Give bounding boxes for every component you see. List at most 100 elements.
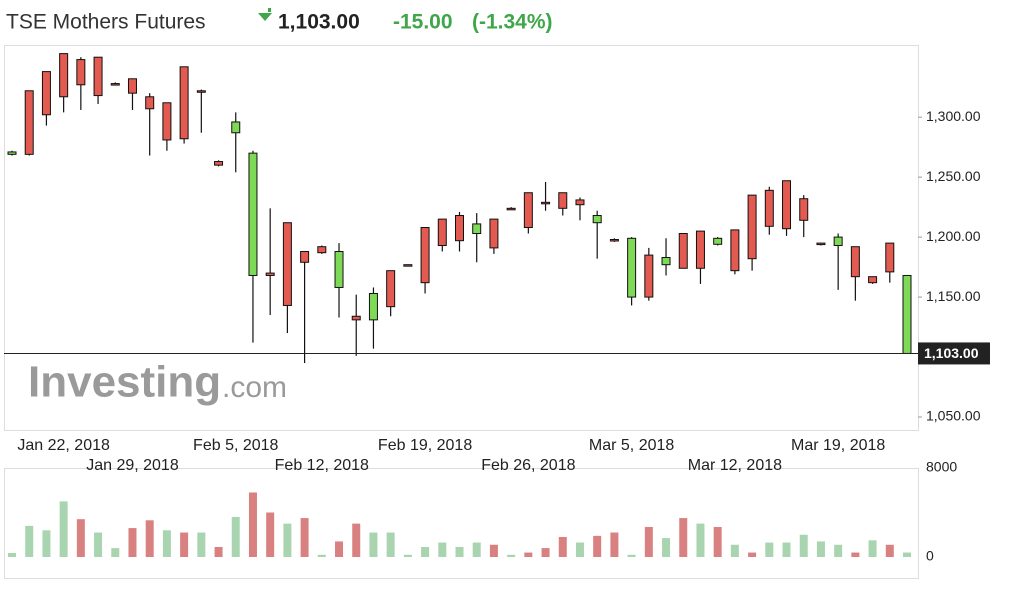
candle-body: [575, 199, 585, 206]
volume-bar: [25, 525, 34, 557]
x-tick-label: Feb 12, 2018: [275, 457, 369, 474]
volume-bar: [403, 554, 412, 557]
volume-bar: [868, 540, 877, 557]
volume-bar: [352, 523, 361, 557]
candle-body: [145, 96, 155, 110]
x-tick-label: Mar 5, 2018: [589, 437, 674, 454]
y-tick-label: 1,150.00: [926, 288, 981, 304]
volume-bar: [782, 542, 791, 557]
volume-bar: [851, 552, 860, 557]
candle-body: [179, 66, 189, 140]
candle-body: [93, 56, 103, 97]
volume-bar: [903, 552, 911, 557]
volume-bar: [8, 552, 16, 557]
volume-bar: [593, 535, 602, 557]
candle-body: [368, 292, 378, 321]
volume-bar: [248, 492, 257, 557]
volume-bar: [317, 554, 326, 557]
volume-bar: [748, 552, 757, 557]
candle-body: [110, 83, 120, 86]
volume-bar: [300, 518, 309, 557]
candle-body: [747, 194, 757, 260]
candle-body: [76, 59, 86, 86]
volume-bar: [558, 536, 567, 557]
volume-bar: [162, 530, 171, 557]
candle-body: [661, 256, 671, 266]
volume-bar: [386, 532, 395, 557]
candle-body: [558, 192, 568, 209]
watermark-suffix: .com: [222, 371, 287, 404]
volume-bar: [730, 544, 739, 557]
volume-panel: [4, 468, 919, 579]
volume-bar: [662, 538, 671, 557]
volume-bar: [111, 548, 120, 557]
candle-body: [592, 215, 602, 224]
candle-body: [850, 246, 860, 278]
candle-body: [196, 90, 206, 93]
volume-bar: [128, 528, 137, 557]
candle-body: [885, 242, 895, 273]
candle-body: [868, 276, 878, 284]
x-tick-label: Jan 22, 2018: [17, 437, 110, 454]
candle-body: [317, 246, 327, 254]
candle-body: [730, 229, 740, 272]
volume-bar: [42, 530, 51, 557]
volume-bar: [541, 548, 550, 557]
x-tick-label: Feb 5, 2018: [193, 437, 279, 454]
candle-body: [541, 201, 551, 205]
candle-body: [799, 198, 809, 221]
volume-bar: [94, 532, 103, 557]
volume-bar: [885, 544, 894, 557]
candle-body: [386, 270, 396, 308]
candle-body: [300, 250, 310, 263]
candle-body: [7, 151, 17, 155]
candle-body: [334, 250, 344, 288]
candle-body: [214, 161, 224, 166]
candle-body: [644, 254, 654, 298]
volume-tick-label: 0: [926, 548, 934, 564]
volume-bar: [575, 542, 584, 557]
volume-bar: [145, 520, 154, 557]
volume-bar: [696, 523, 705, 557]
candle-body: [59, 53, 69, 98]
down-arrow: [258, 8, 272, 21]
volume-bar: [197, 532, 206, 557]
candle-body: [627, 237, 637, 298]
chart-title: TSE Mothers Futures: [6, 11, 206, 34]
price: 1,103.00: [278, 11, 360, 34]
candle-body: [282, 222, 292, 306]
candle-body: [506, 207, 516, 211]
volume-bar: [765, 542, 774, 557]
volume-bar: [679, 518, 688, 557]
candle-body: [265, 272, 275, 276]
x-tick-label: Mar 19, 2018: [791, 437, 885, 454]
candle-body: [41, 71, 51, 116]
volume-bar: [283, 523, 292, 557]
volume-bar: [438, 542, 447, 557]
change: -15.00: [393, 11, 453, 34]
candle-body: [764, 189, 774, 227]
volume-bar: [180, 532, 189, 557]
candle-body: [489, 218, 499, 249]
candle-body: [24, 90, 34, 155]
volume-bar: [472, 542, 481, 557]
volume-bar: [369, 532, 378, 557]
last-price-box: [918, 342, 990, 365]
volume-bar: [59, 501, 68, 557]
candle-body: [420, 227, 430, 284]
candle-body: [437, 218, 447, 246]
candle-body: [833, 236, 843, 246]
volume-bar: [834, 544, 843, 557]
volume-bar: [214, 546, 223, 557]
x-tick-label: Feb 26, 2018: [481, 457, 575, 474]
candle-body: [678, 233, 688, 269]
y-tick-label: 1,250.00: [926, 168, 981, 184]
volume-bar: [231, 516, 240, 557]
watermark: Investing: [28, 358, 221, 407]
y-tick-label: 1,200.00: [926, 228, 981, 244]
volume-bar: [713, 526, 722, 557]
volume-bar: [266, 512, 275, 557]
candle-body: [351, 315, 361, 321]
last-price-label: 1,103.00: [924, 345, 979, 361]
